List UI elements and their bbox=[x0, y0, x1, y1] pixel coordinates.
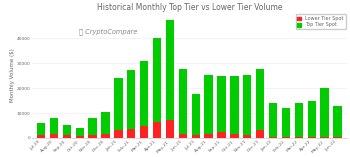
Bar bbox=[308, 137, 316, 138]
Bar bbox=[178, 133, 187, 138]
Bar bbox=[114, 78, 122, 130]
Bar bbox=[153, 122, 161, 138]
Bar bbox=[37, 135, 45, 138]
Bar bbox=[76, 127, 84, 136]
Y-axis label: Monthly Volume ($): Monthly Volume ($) bbox=[10, 49, 15, 103]
Bar bbox=[269, 103, 277, 137]
Bar bbox=[127, 70, 135, 129]
Bar bbox=[37, 123, 45, 135]
Bar bbox=[320, 137, 329, 138]
Bar bbox=[320, 88, 329, 137]
Bar bbox=[101, 112, 110, 133]
Bar bbox=[76, 136, 84, 138]
Bar bbox=[295, 137, 303, 138]
Bar bbox=[256, 130, 264, 138]
Text: Ⓒ CryptoCompare: Ⓒ CryptoCompare bbox=[79, 28, 138, 35]
Bar bbox=[333, 137, 342, 138]
Bar bbox=[204, 133, 213, 138]
Bar bbox=[127, 129, 135, 138]
Title: Historical Monthly Top Tier vs Lower Tier Volume: Historical Monthly Top Tier vs Lower Tie… bbox=[97, 3, 282, 12]
Bar bbox=[230, 76, 239, 133]
Bar bbox=[166, 20, 174, 120]
Bar bbox=[140, 61, 148, 126]
Bar bbox=[114, 130, 122, 138]
Bar bbox=[63, 125, 71, 135]
Bar bbox=[178, 69, 187, 133]
Bar bbox=[50, 133, 58, 138]
Bar bbox=[50, 118, 58, 133]
Bar bbox=[256, 69, 264, 130]
Bar bbox=[101, 133, 110, 138]
Bar bbox=[333, 106, 342, 137]
Bar bbox=[282, 108, 290, 137]
Bar bbox=[89, 135, 97, 138]
Bar bbox=[217, 76, 226, 132]
Bar bbox=[89, 118, 97, 135]
Bar bbox=[295, 103, 303, 137]
Bar bbox=[217, 132, 226, 138]
Bar bbox=[153, 38, 161, 122]
Bar bbox=[308, 101, 316, 137]
Bar bbox=[230, 133, 239, 138]
Bar bbox=[282, 137, 290, 138]
Bar bbox=[243, 75, 251, 135]
Bar bbox=[191, 94, 200, 135]
Bar bbox=[204, 75, 213, 133]
Bar bbox=[166, 120, 174, 138]
Legend: Lower Tier Spot, Top Tier Spot: Lower Tier Spot, Top Tier Spot bbox=[295, 14, 345, 29]
Bar bbox=[191, 135, 200, 138]
Bar bbox=[63, 135, 71, 138]
Bar bbox=[140, 126, 148, 138]
Bar bbox=[269, 137, 277, 138]
Bar bbox=[243, 135, 251, 138]
